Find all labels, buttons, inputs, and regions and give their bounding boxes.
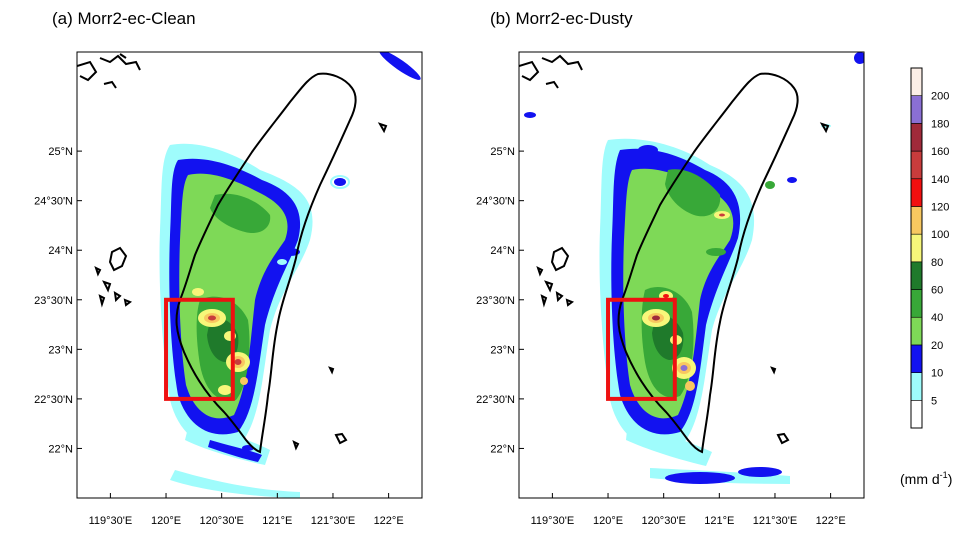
panel-b-lat-tick-label: 24°N [490, 245, 515, 257]
colorbar-label: 180 [931, 118, 949, 130]
colorbar-swatch [910, 233, 923, 263]
colorbar-swatch [910, 95, 923, 124]
colorbar-label: 20 [931, 340, 943, 352]
panel-b-lon-tick-label: 119°30'E [531, 515, 575, 527]
panel-a-lon-tick-label: 121°E [262, 515, 292, 527]
colorbar: 5 10 20 40 60 80 100 120 140 160 180 200 [910, 67, 949, 429]
colorbar-label: 5 [931, 395, 937, 407]
colorbar-label: 160 [931, 146, 949, 158]
panel-a-lon-tick-label: 120°E [151, 515, 181, 527]
colorbar-swatch [910, 261, 923, 290]
panel-b-title: (b) Morr2-ec-Dusty [490, 9, 633, 28]
panel-a-lat-tick-label: 24°30'N [34, 196, 73, 208]
panel-b-lon-tick-label: 122°E [816, 515, 846, 527]
colorbar-label: 200 [931, 91, 949, 103]
colorbar-label: 80 [931, 257, 943, 269]
panel-b-lat-tick-label: 24°30'N [476, 196, 515, 208]
panel-b-precipitation-field [524, 52, 864, 484]
panel-a-map: (a) Morr2-ec-Clean [34, 9, 423, 527]
panel-a-lat-tick-label: 25°N [48, 146, 73, 158]
colorbar-swatch [910, 372, 923, 401]
panel-a-coastline [175, 72, 357, 454]
panel-a-lon-tick-label: 122°E [374, 515, 404, 527]
panel-a-lat-tick-label: 24°N [48, 245, 73, 257]
panel-b-lon-tick-label: 120°30'E [641, 515, 685, 527]
panel-a-frame [76, 51, 423, 499]
panel-b-analysis-box [606, 297, 677, 401]
panel-a-lat-tick-label: 22°30'N [34, 394, 73, 406]
colorbar-swatch [910, 178, 923, 207]
panel-b-lat-tick-label: 22°N [490, 443, 515, 455]
panel-b-lat-tick-label: 22°30'N [476, 394, 515, 406]
panel-a-lon-tick-label: 121°30'E [311, 515, 355, 527]
colorbar-label: 100 [931, 229, 949, 241]
panel-b-mainland-fragments [519, 54, 583, 89]
panel-b-lon-tick-label: 120°E [593, 515, 623, 527]
panel-b-small-islands [770, 122, 830, 445]
panel-b-lat-tick-label: 25°N [490, 146, 515, 158]
panel-a-lat-tick-label: 23°30'N [34, 295, 73, 307]
colorbar-label: 120 [931, 201, 949, 213]
panel-b-penghu-islands [536, 246, 575, 308]
colorbar-swatch [910, 289, 923, 318]
colorbar-units: (mm d-1) [900, 470, 952, 487]
panel-a-analysis-box [164, 297, 235, 401]
colorbar-swatch [910, 400, 923, 429]
colorbar-swatch [910, 316, 923, 346]
colorbar-swatch [910, 123, 923, 152]
colorbar-label: 10 [931, 368, 943, 380]
colorbar-frame [910, 67, 923, 429]
panel-b-frame [518, 51, 865, 499]
panel-a-small-islands [292, 122, 388, 451]
colorbar-label: 60 [931, 285, 943, 297]
colorbar-label: 140 [931, 174, 949, 186]
panel-a-lat-tick-label: 23°N [48, 344, 73, 356]
colorbar-swatch [910, 206, 923, 235]
panel-b-coastline [617, 72, 799, 454]
panel-a-lat-tick-label: 22°N [48, 443, 73, 455]
colorbar-label: 40 [931, 312, 943, 324]
panel-b-lat-tick-label: 23°30'N [476, 295, 515, 307]
panel-b-ticks: 25°N 24°30'N 24°N 23°30'N 23°N 22°30'N 22°N 119… [476, 146, 846, 527]
panel-a-ticks: 25°N 24°30'N 24°N 23°30'N 23°N 22°30'N 22°N 119… [34, 146, 404, 527]
panel-a-lon-tick-label: 120°30'E [199, 515, 243, 527]
panel-a-title: (a) Morr2-ec-Clean [52, 9, 196, 28]
panel-b-lat-tick-label: 23°N [490, 344, 515, 356]
panel-b-lon-tick-label: 121°E [704, 515, 734, 527]
colorbar-swatch [910, 150, 923, 180]
panel-a-penghu-islands [94, 246, 133, 308]
panel-b-lon-tick-label: 121°30'E [753, 515, 797, 527]
panel-a-lon-tick-label: 119°30'E [89, 515, 133, 527]
colorbar-swatch-top [910, 67, 923, 96]
colorbar-swatch [910, 344, 923, 373]
panel-b-map: (b) Morr2-ec-Dusty [476, 9, 865, 527]
panel-a-mainland-fragments [77, 53, 141, 89]
